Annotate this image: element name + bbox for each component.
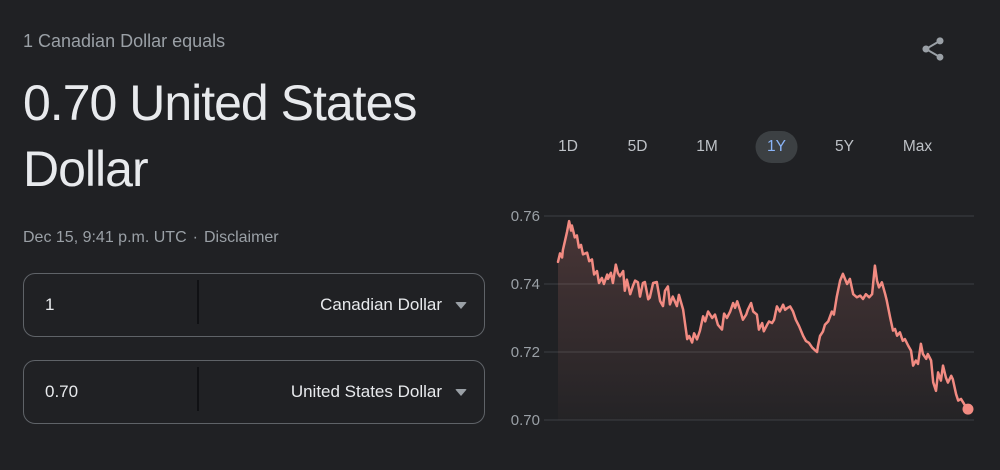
to-currency-label: United States Dollar [290,382,442,401]
to-amount-input[interactable]: 0.70 [45,382,79,401]
svg-text:0.74: 0.74 [511,276,540,293]
chevron-down-icon [455,388,467,396]
time-range-tabs: 1D 5D 1M 1Y 5Y Max [500,131,960,163]
chart-area-fill [558,221,968,420]
field-divider [197,367,199,411]
chart-line [556,219,970,411]
svg-text:0.72: 0.72 [511,344,540,361]
tab-max[interactable]: Max [902,138,933,155]
exchange-rate-chart[interactable]: 0.76 0.74 0.72 0.70 [500,195,1000,470]
svg-text:0.70: 0.70 [511,412,540,429]
from-currency-selector[interactable]: Canadian Dollar [320,274,467,336]
converter-row-to: 0.70 United States Dollar [23,360,485,424]
conversion-subtitle: 1 Canadian Dollar equals [23,31,226,51]
y-axis-labels: 0.76 0.74 0.72 0.70 [511,208,540,429]
converter-row-from: 1 Canadian Dollar [23,273,485,337]
to-currency-selector[interactable]: United States Dollar [291,361,467,423]
share-button[interactable] [919,35,949,67]
timestamp: Dec 15, 9:41 p.m. UTC [23,229,187,246]
conversion-result-title: 0.70 United States Dollar [23,75,417,197]
share-icon [919,37,947,67]
separator-dot: · [192,229,198,246]
svg-text:0.76: 0.76 [511,208,540,225]
timestamp-row: Dec 15, 9:41 p.m. UTC · Disclaimer [23,227,493,249]
from-currency-label: Canadian Dollar [320,295,442,314]
tab-1d[interactable]: 1D [558,138,578,155]
chart-end-dot [962,403,974,415]
field-divider [197,280,199,324]
from-amount-input[interactable]: 1 [45,295,55,314]
tab-5y[interactable]: 5Y [835,138,854,155]
chevron-down-icon [455,301,467,309]
disclaimer-link[interactable]: Disclaimer [203,229,279,246]
tab-5d[interactable]: 5D [627,138,648,155]
tab-1y[interactable]: 1Y [755,131,798,163]
tab-1m[interactable]: 1M [696,138,718,155]
